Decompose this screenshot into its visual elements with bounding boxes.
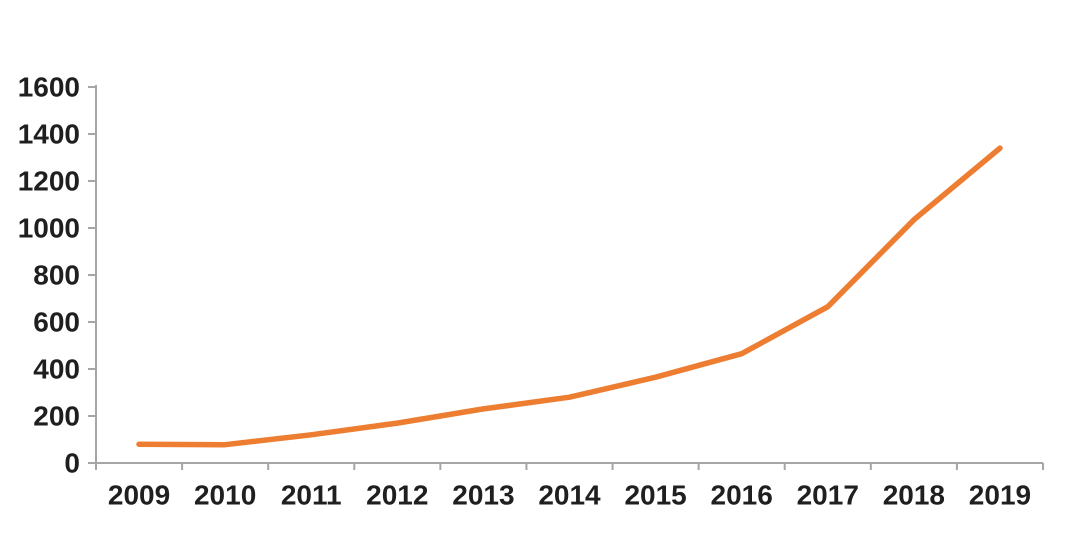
y-tick-label: 800 <box>33 260 80 291</box>
y-tick-label: 1200 <box>18 166 80 197</box>
x-tick-label: 2015 <box>624 480 686 511</box>
y-axis: 0 200 400 600 800 1000 1200 1400 1600 <box>18 72 97 479</box>
data-series <box>136 145 1003 448</box>
y-tick-label: 200 <box>33 401 80 432</box>
x-tick-label: 2010 <box>194 480 256 511</box>
y-tick-label: 600 <box>33 307 80 338</box>
x-axis: 2009 2010 2011 2012 2013 2014 2015 2016 2017 2018… <box>95 462 1044 511</box>
y-tick-label: 1000 <box>18 213 80 244</box>
y-tick-label: 1600 <box>18 72 80 103</box>
series-polyline <box>136 145 1003 448</box>
x-tick-label: 2018 <box>883 480 945 511</box>
y-tick-label: 0 <box>64 448 80 479</box>
x-tick-label: 2019 <box>969 480 1031 511</box>
x-tick-label: 2012 <box>366 480 428 511</box>
x-tick-label: 2011 <box>281 480 342 511</box>
y-tick-label: 400 <box>33 354 80 385</box>
x-tick-label: 2014 <box>538 480 601 511</box>
y-tick-label: 1400 <box>18 119 80 150</box>
x-tick-label: 2009 <box>108 480 170 511</box>
x-tick-label: 2017 <box>797 480 859 511</box>
x-tick-label: 2013 <box>452 480 514 511</box>
x-tick-label: 2016 <box>711 480 773 511</box>
